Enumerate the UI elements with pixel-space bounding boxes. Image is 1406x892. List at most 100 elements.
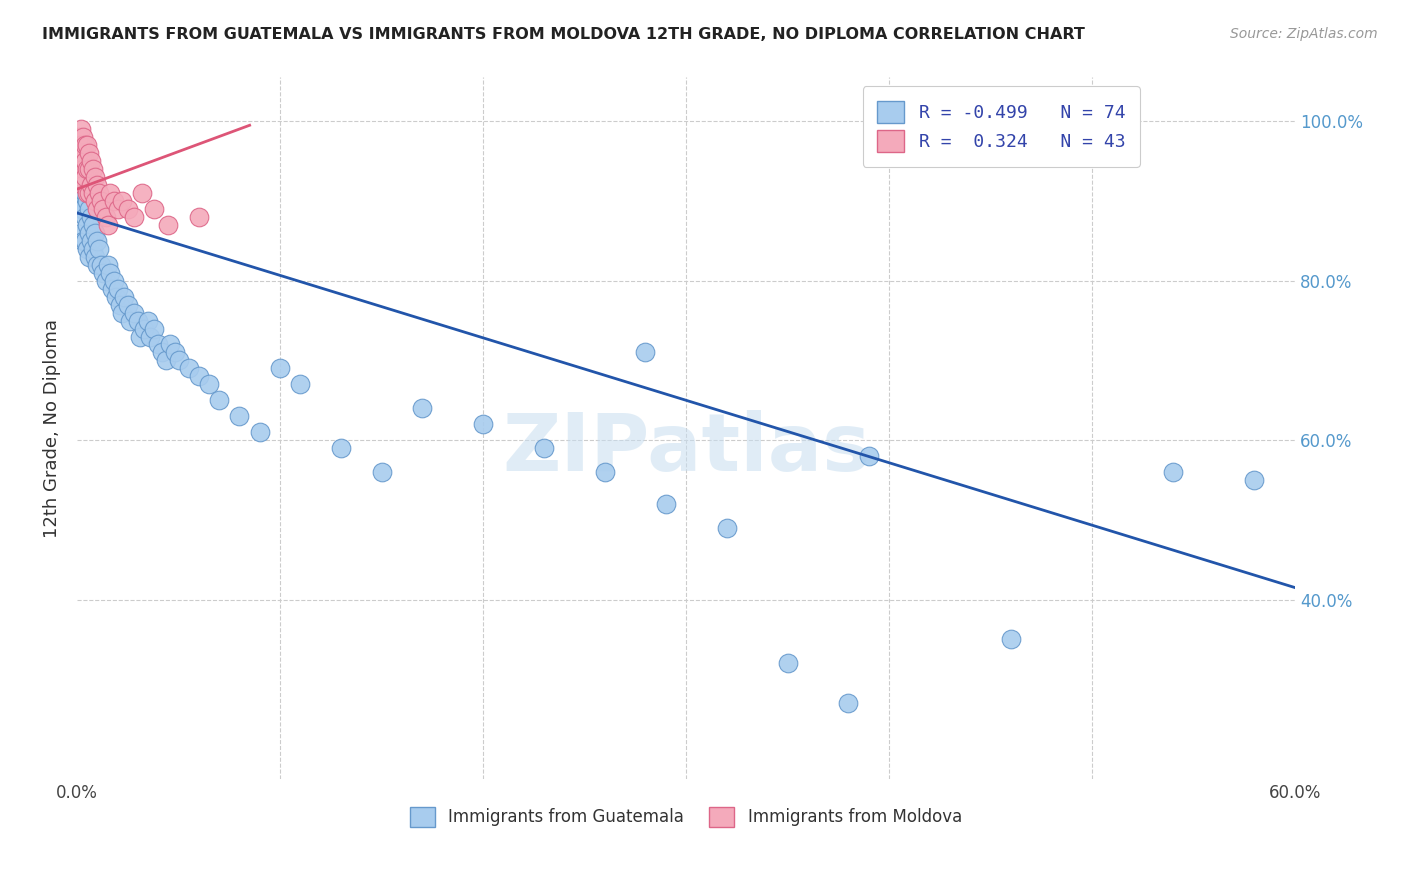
Point	[593, 465, 616, 479]
Point	[84, 194, 107, 208]
Point	[108, 298, 131, 312]
Point	[716, 521, 738, 535]
Point	[67, 186, 90, 200]
Point	[77, 226, 100, 240]
Point	[163, 345, 186, 359]
Point	[80, 154, 103, 169]
Point	[96, 218, 118, 232]
Point	[72, 130, 94, 145]
Point	[634, 345, 657, 359]
Point	[157, 218, 180, 232]
Point	[290, 377, 312, 392]
Point	[129, 329, 152, 343]
Point	[93, 266, 115, 280]
Point	[269, 361, 291, 376]
Point	[89, 242, 111, 256]
Point	[70, 122, 93, 136]
Point	[82, 186, 104, 200]
Point	[82, 162, 104, 177]
Point	[86, 234, 108, 248]
Text: Source: ZipAtlas.com: Source: ZipAtlas.com	[1230, 27, 1378, 41]
Point	[411, 401, 433, 416]
Point	[67, 146, 90, 161]
Point	[72, 162, 94, 177]
Point	[655, 497, 678, 511]
Point	[90, 194, 112, 208]
Point	[84, 226, 107, 240]
Point	[111, 194, 134, 208]
Point	[67, 162, 90, 177]
Point	[103, 274, 125, 288]
Point	[177, 361, 200, 376]
Point	[107, 202, 129, 216]
Point	[89, 186, 111, 200]
Point	[533, 441, 555, 455]
Point	[84, 250, 107, 264]
Point	[187, 210, 209, 224]
Point	[155, 353, 177, 368]
Point	[86, 178, 108, 192]
Point	[76, 162, 98, 177]
Point	[80, 210, 103, 224]
Point	[122, 210, 145, 224]
Point	[143, 202, 166, 216]
Text: IMMIGRANTS FROM GUATEMALA VS IMMIGRANTS FROM MOLDOVA 12TH GRADE, NO DIPLOMA CORR: IMMIGRANTS FROM GUATEMALA VS IMMIGRANTS …	[42, 27, 1085, 42]
Point	[75, 186, 97, 200]
Point	[139, 329, 162, 343]
Point	[72, 178, 94, 192]
Point	[111, 305, 134, 319]
Point	[122, 305, 145, 319]
Point	[98, 266, 121, 280]
Point	[90, 258, 112, 272]
Point	[127, 313, 149, 327]
Point	[84, 170, 107, 185]
Point	[148, 337, 170, 351]
Point	[75, 170, 97, 185]
Point	[117, 298, 139, 312]
Point	[86, 202, 108, 216]
Legend: Immigrants from Guatemala, Immigrants from Moldova: Immigrants from Guatemala, Immigrants fr…	[404, 800, 969, 834]
Point	[1000, 632, 1022, 647]
Point	[118, 313, 141, 327]
Point	[167, 353, 190, 368]
Point	[94, 274, 117, 288]
Point	[159, 337, 181, 351]
Point	[77, 202, 100, 216]
Point	[103, 194, 125, 208]
Point	[76, 242, 98, 256]
Point	[150, 345, 173, 359]
Point	[208, 393, 231, 408]
Point	[75, 154, 97, 169]
Point	[86, 258, 108, 272]
Point	[77, 186, 100, 200]
Point	[76, 138, 98, 153]
Point	[77, 162, 100, 177]
Point	[82, 242, 104, 256]
Point	[75, 234, 97, 248]
Point	[112, 290, 135, 304]
Point	[1243, 473, 1265, 487]
Point	[1161, 465, 1184, 479]
Point	[472, 417, 495, 432]
Point	[80, 234, 103, 248]
Point	[94, 210, 117, 224]
Point	[93, 202, 115, 216]
Point	[67, 130, 90, 145]
Point	[70, 170, 93, 185]
Point	[330, 441, 353, 455]
Point	[76, 194, 98, 208]
Point	[77, 250, 100, 264]
Point	[96, 258, 118, 272]
Point	[72, 146, 94, 161]
Point	[72, 178, 94, 192]
Point	[77, 146, 100, 161]
Point	[117, 202, 139, 216]
Point	[100, 282, 122, 296]
Point	[132, 321, 155, 335]
Point	[70, 226, 93, 240]
Point	[72, 234, 94, 248]
Point	[75, 138, 97, 153]
Point	[70, 154, 93, 169]
Point	[370, 465, 392, 479]
Point	[70, 202, 93, 216]
